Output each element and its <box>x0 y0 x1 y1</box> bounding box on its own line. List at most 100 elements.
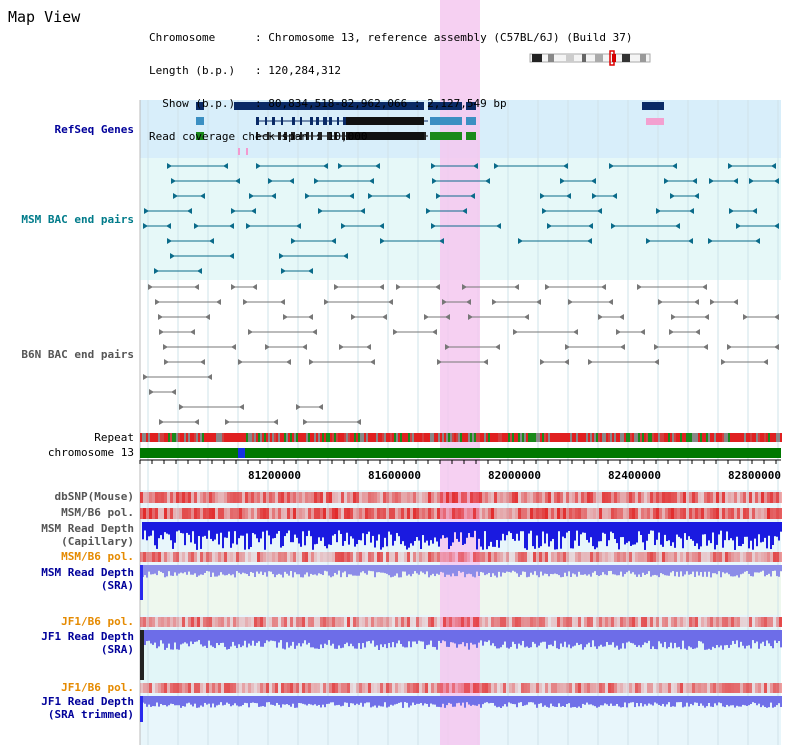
depth-bar <box>358 565 360 576</box>
track-label-msm-b6-pol[interactable]: MSM/B6 pol. <box>61 506 134 519</box>
heat-mark <box>182 552 185 562</box>
heat-mark <box>248 508 251 519</box>
bac-end <box>318 404 323 410</box>
depth-bar <box>244 630 246 641</box>
repeat-mark <box>294 433 296 442</box>
repeat-mark <box>594 433 596 442</box>
depth-bar <box>262 630 264 647</box>
track-label-jf1-b6-pol[interactable]: JF1/B6 pol. <box>61 615 134 628</box>
heat-mark <box>314 552 317 562</box>
heat-mark <box>323 617 326 627</box>
depth-bar <box>522 565 524 572</box>
track-label-jf1-read-depth-sra[interactable]: JF1 Read Depth <box>41 630 134 643</box>
heat-mark <box>764 617 767 627</box>
repeat-mark <box>322 433 324 442</box>
depth-bar <box>560 630 562 644</box>
repeat-mark <box>680 433 682 442</box>
heat-mark <box>434 508 437 519</box>
track-label-msm-read-depth-capillary[interactable]: MSM Read Depth <box>41 522 134 535</box>
depth-bar <box>204 522 206 536</box>
heat-mark <box>611 492 614 503</box>
depth-bar <box>276 565 278 575</box>
depth-bar <box>774 522 776 537</box>
heat-mark <box>356 617 359 627</box>
repeat-mark <box>682 433 684 442</box>
ideogram-band <box>582 54 586 62</box>
depth-bar <box>688 630 690 647</box>
track-label-jf1-b6-pol-2[interactable]: JF1/B6 pol. <box>61 681 134 694</box>
depth-bar <box>768 696 770 708</box>
repeat-mark <box>268 433 270 442</box>
repeat-mark <box>188 433 190 442</box>
depth-bar <box>234 696 236 704</box>
heat-mark <box>260 492 263 503</box>
repeat-mark <box>658 433 660 442</box>
heat-mark <box>635 492 638 503</box>
heat-mark <box>530 683 533 693</box>
heat-mark <box>305 508 308 519</box>
track-label-msm-b6-pol-2[interactable]: MSM/B6 pol. <box>61 550 134 563</box>
depth-bar <box>330 630 332 646</box>
heat-mark <box>161 508 164 519</box>
heat-mark <box>542 617 545 627</box>
repeat-mark <box>280 433 282 442</box>
heat-mark <box>590 617 593 627</box>
depth-bar <box>708 522 710 541</box>
repeat-mark <box>262 433 264 442</box>
heat-mark <box>323 508 326 519</box>
bac-end <box>688 238 693 244</box>
heat-mark <box>713 552 716 562</box>
bac-end <box>159 329 164 335</box>
heat-mark <box>560 617 563 627</box>
depth-bar <box>322 696 324 705</box>
heat-mark <box>506 508 509 519</box>
depth-bar <box>582 522 584 533</box>
track-label-jf1-read-depth-trimmed[interactable]: JF1 Read Depth <box>41 695 134 708</box>
depth-bar <box>582 696 584 704</box>
depth-bar <box>558 696 560 704</box>
track-label-dbsnp[interactable]: dbSNP(Mouse) <box>54 490 134 503</box>
track-label-msm-read-depth-sra[interactable]: MSM Read Depth <box>41 566 134 579</box>
depth-bar <box>654 630 656 649</box>
depth-bar <box>606 696 608 705</box>
depth-bar <box>318 696 320 705</box>
heat-mark <box>266 617 269 627</box>
track-label-refseq[interactable]: RefSeq Genes <box>54 123 134 136</box>
heat-mark <box>503 683 506 693</box>
bac-end <box>573 329 578 335</box>
heat-mark <box>209 617 212 627</box>
heat-mark <box>278 492 281 503</box>
bac-end <box>752 208 757 214</box>
repeat-mark <box>648 433 650 442</box>
heat-mark <box>680 552 683 562</box>
track-label-b6n-bac[interactable]: B6N BAC end pairs <box>21 348 134 361</box>
depth-bar <box>604 630 606 647</box>
depth-bar <box>372 630 374 641</box>
heat-mark <box>293 552 296 562</box>
heat-mark <box>632 552 635 562</box>
repeat-mark <box>510 433 512 442</box>
depth-bar <box>442 630 444 641</box>
repeat-mark <box>444 433 446 442</box>
depth-bar <box>750 565 752 577</box>
heat-mark <box>407 492 410 503</box>
depth-bar <box>598 522 600 542</box>
depth-bar <box>372 522 374 536</box>
heat-mark <box>194 508 197 519</box>
repeat-mark <box>578 433 580 442</box>
depth-bar <box>666 696 668 705</box>
heat-mark <box>173 617 176 627</box>
track-label-msm-bac[interactable]: MSM BAC end pairs <box>21 213 134 226</box>
depth-bar <box>358 696 360 705</box>
heat-mark <box>197 552 200 562</box>
heat-mark <box>263 508 266 519</box>
depth-bar <box>580 522 582 535</box>
depth-bar <box>658 522 660 533</box>
bac-end <box>749 178 754 184</box>
repeat-mark <box>596 433 598 442</box>
repeat-mark <box>476 433 478 442</box>
depth-bar <box>602 522 604 533</box>
depth-bar <box>606 565 608 576</box>
bac-end <box>721 359 726 365</box>
bac-end <box>216 299 221 305</box>
